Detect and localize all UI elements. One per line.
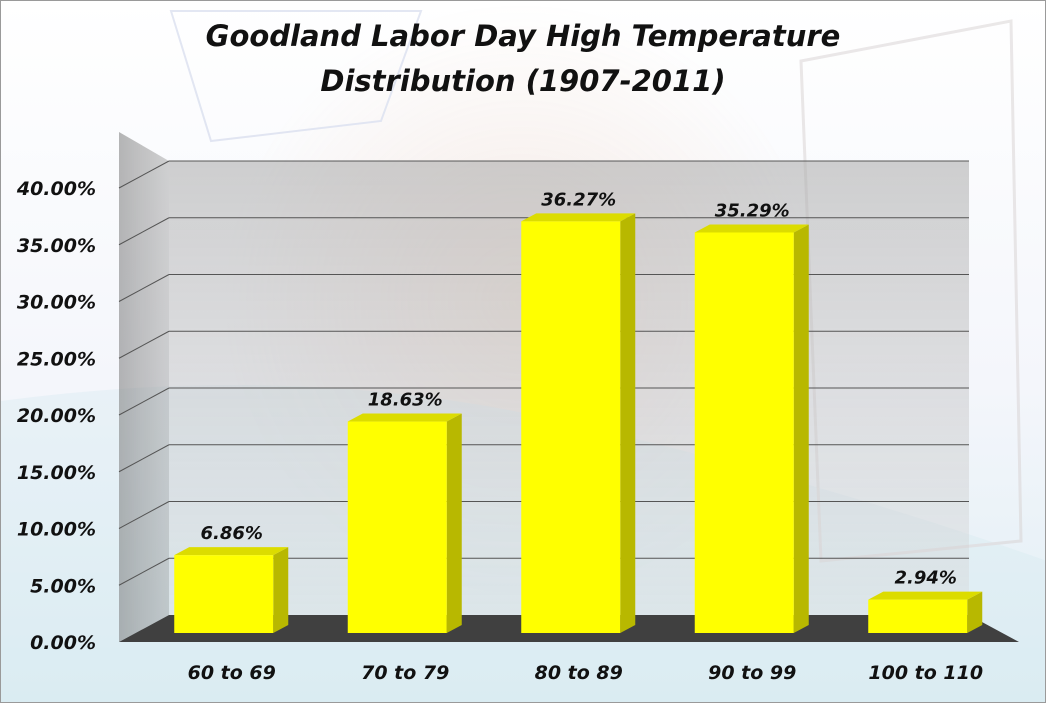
gridline-side bbox=[118, 217, 170, 246]
gridline-side bbox=[118, 387, 170, 416]
data-label: 6.86% bbox=[201, 523, 263, 544]
data-label: 18.63% bbox=[368, 390, 443, 411]
bar-top bbox=[347, 413, 462, 422]
y-tick-label: 25.00% bbox=[17, 348, 96, 370]
bar-side bbox=[793, 224, 809, 633]
bar-side bbox=[273, 547, 289, 633]
gridline-side bbox=[118, 501, 170, 529]
bars bbox=[174, 213, 983, 633]
data-label: 2.94% bbox=[895, 568, 957, 589]
bar-side bbox=[446, 413, 462, 633]
y-tick-label: 15.00% bbox=[17, 462, 96, 484]
y-axis-ticks: 0.00% 5.00% 10.00% 15.00% 20.00% 25.00% 30.00%… bbox=[16, 178, 96, 654]
gridline-side bbox=[118, 444, 170, 473]
y-tick-label: 5.00% bbox=[30, 575, 96, 597]
x-tick-label: 100 to 110 bbox=[868, 662, 983, 684]
y-tick-label: 10.00% bbox=[17, 519, 96, 541]
chart-title-line-1: Goodland Labor Day High Temperature bbox=[206, 19, 841, 53]
x-tick-label: 60 to 69 bbox=[188, 662, 276, 684]
x-tick-label: 70 to 79 bbox=[361, 662, 449, 684]
bar-side bbox=[967, 591, 983, 633]
bar-top bbox=[694, 224, 809, 233]
x-tick-label: 80 to 89 bbox=[535, 662, 623, 684]
y-tick-label: 20.00% bbox=[17, 405, 96, 427]
bar bbox=[868, 599, 968, 633]
x-axis-ticks: 60 to 69 70 to 79 80 to 89 90 to 99 100 to 1… bbox=[188, 662, 983, 684]
bar-top bbox=[174, 547, 289, 556]
bar bbox=[521, 221, 621, 633]
bar-top bbox=[868, 591, 983, 600]
plot-side-wall bbox=[119, 132, 169, 642]
data-label: 35.29% bbox=[715, 200, 790, 221]
y-tick-label: 35.00% bbox=[17, 235, 96, 257]
x-tick-label: 90 to 99 bbox=[708, 662, 796, 684]
y-tick-label: 40.00% bbox=[16, 178, 96, 200]
bar bbox=[347, 421, 447, 633]
gridline-side bbox=[118, 160, 170, 189]
bar bbox=[174, 555, 274, 633]
y-tick-label: 0.00% bbox=[30, 632, 96, 654]
bar-side bbox=[620, 213, 636, 633]
chart-title-line-2: Distribution (1907-2011) bbox=[320, 64, 725, 98]
data-labels: 6.86% 18.63% 36.27% 35.29% 2.94% bbox=[201, 189, 957, 588]
data-label: 36.27% bbox=[541, 189, 616, 210]
bar bbox=[694, 232, 794, 633]
gridline-side bbox=[118, 274, 170, 302]
gridline-side bbox=[118, 557, 170, 586]
gridline-side bbox=[118, 330, 170, 359]
bar-top bbox=[521, 213, 636, 222]
y-tick-label: 30.00% bbox=[17, 292, 96, 314]
